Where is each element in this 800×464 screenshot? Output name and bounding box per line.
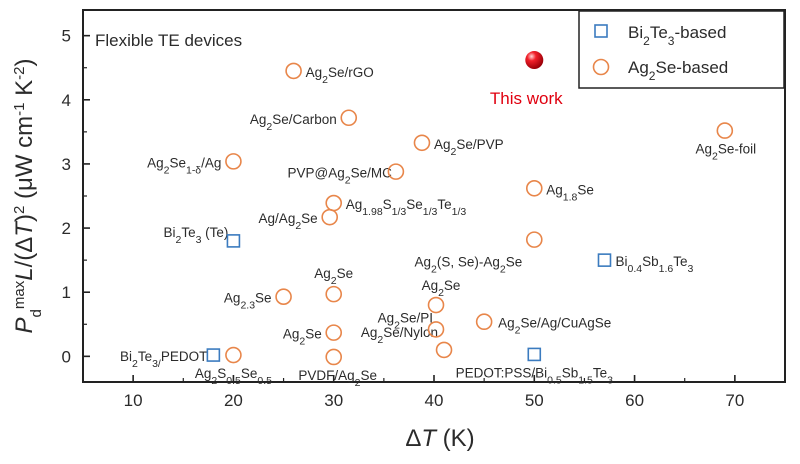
point-label: Ag2S0.5Se0.5 [195, 366, 272, 387]
ag2se-data-point [225, 346, 242, 364]
data-marks [206, 51, 734, 366]
y-tick-label: 2 [62, 219, 71, 238]
ag2se-data-point [716, 122, 734, 139]
ag2se-data-point [325, 348, 343, 366]
ag2se-data-point [325, 194, 343, 212]
point-label: Ag2Se/PVP [434, 137, 504, 158]
x-tick-label: 40 [425, 391, 444, 410]
y-tick-label: 0 [62, 347, 71, 366]
point-label: Ag2Se [283, 327, 322, 348]
x-tick-label: 50 [525, 391, 544, 410]
legend-bi2te3-marker [594, 24, 608, 38]
ag2se-data-point [325, 324, 343, 341]
bi2te3-data-point [206, 348, 221, 362]
point-label: Ag/Ag2Se [259, 211, 318, 232]
point-label: Ag2Se/Carbon [250, 112, 337, 133]
y-axis-title: PdmaxL/(ΔT)2 (μW cm-1 K-2) [11, 59, 45, 334]
x-tick-label: 60 [625, 391, 644, 410]
panel-note: Flexible TE devices [95, 31, 242, 50]
legend-ag2se-marker [592, 58, 610, 76]
ag2se-data-point [321, 208, 339, 226]
x-tick-label: 20 [224, 391, 243, 410]
x-tick-label: 30 [324, 391, 343, 410]
point-label: Ag2Se [314, 266, 353, 287]
point-label: Ag2Se/Nylon [361, 325, 438, 346]
bi2te3-data-point [527, 347, 542, 362]
ag2se-data-point [325, 285, 343, 303]
point-label: Bi2Te3/PEDOT [120, 349, 207, 370]
ag2se-data-point [285, 62, 302, 80]
point-label: Ag2Se1-δ/Ag [147, 155, 221, 176]
y-tick-label: 5 [62, 27, 71, 46]
point-label: Ag2Se/Ag/CuAgSe [498, 316, 611, 337]
ag2se-data-point [413, 134, 431, 152]
y-tick-label: 4 [62, 91, 71, 110]
ag2se-data-point [427, 296, 445, 314]
ag2se-data-point [340, 109, 358, 127]
x-axis-title: ΔT (K) [405, 425, 474, 452]
y-tick-label: 1 [62, 283, 71, 302]
ag2se-data-point [435, 341, 453, 359]
point-label: PVDF/Ag2Se [298, 368, 377, 389]
legend: Bi2Te3-based Ag2Se-based [578, 10, 785, 89]
ag2se-data-point [275, 288, 292, 305]
point-label: Ag2Se/PI [378, 310, 433, 331]
this-work-point [525, 51, 544, 70]
point-label: Ag2(S, Se)-Ag2Se [415, 255, 523, 276]
point-label: Ag2Se-foil [696, 142, 757, 163]
ag2se-data-point [475, 313, 493, 331]
this-work-label: This work [490, 89, 563, 108]
axis-ticks: 10 20 30 40 50 60 70 0 1 2 3 4 5 [62, 27, 745, 410]
legend-box [578, 10, 785, 89]
ag2se-data-point [525, 180, 543, 197]
x-tick-label: 70 [725, 391, 744, 410]
point-label: Bi0.4Sb1.6Te3 [615, 254, 693, 275]
point-label: Ag2Se [422, 278, 461, 299]
legend-ag2se-label: Ag2Se-based [628, 58, 728, 83]
point-label: Ag1.8Se [546, 182, 594, 203]
bi2te3-data-point [226, 234, 241, 248]
ag2se-data-point [225, 153, 242, 170]
point-label: Ag2.3Se [224, 291, 272, 312]
bi2te3-data-point [597, 253, 612, 267]
ag2se-data-point [387, 163, 405, 180]
y-tick-label: 3 [62, 155, 71, 174]
point-label: PVP@Ag2Se/MC [288, 166, 393, 187]
point-label: Ag1.98S1/3Se1/3Te1/3 [346, 197, 467, 218]
legend-bi2te3-label: Bi2Te3-based [628, 23, 726, 48]
point-labels: Bi2Te3 (Te) Bi0.4Sb1.6Te3 Bi2Te3/PEDOT PEDO… [120, 65, 756, 389]
ag2se-data-point [427, 321, 445, 338]
point-label: Bi2Te3 (Te) [163, 225, 228, 246]
x-tick-label: 10 [124, 391, 143, 410]
point-label: Ag2Se/rGO [306, 65, 374, 86]
ag2se-data-point [525, 231, 543, 248]
point-label: PEDOT:PSS/Bi0.5Sb1.5Te3 [456, 365, 614, 386]
